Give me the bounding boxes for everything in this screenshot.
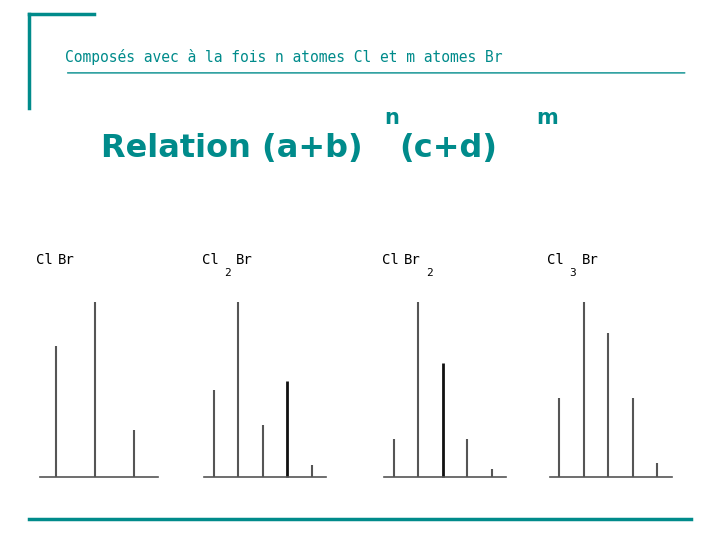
Text: Relation (a+b): Relation (a+b) [101,133,362,164]
Text: Composés avec à la fois n atomes Cl et m atomes Br: Composés avec à la fois n atomes Cl et m… [65,49,503,65]
Text: m: m [536,107,558,128]
Text: Br: Br [582,253,598,267]
Text: Br: Br [58,253,75,267]
Text: n: n [384,107,400,128]
Text: 3: 3 [570,268,576,278]
Text: Cl: Cl [382,253,398,267]
Text: Cl: Cl [202,253,218,267]
Text: (c+d): (c+d) [400,133,498,164]
Text: 2: 2 [224,268,230,278]
Text: 2: 2 [426,268,433,278]
Text: Br: Br [236,253,253,267]
Text: Cl: Cl [36,253,53,267]
Text: Cl: Cl [547,253,564,267]
Text: Br: Br [404,253,420,267]
